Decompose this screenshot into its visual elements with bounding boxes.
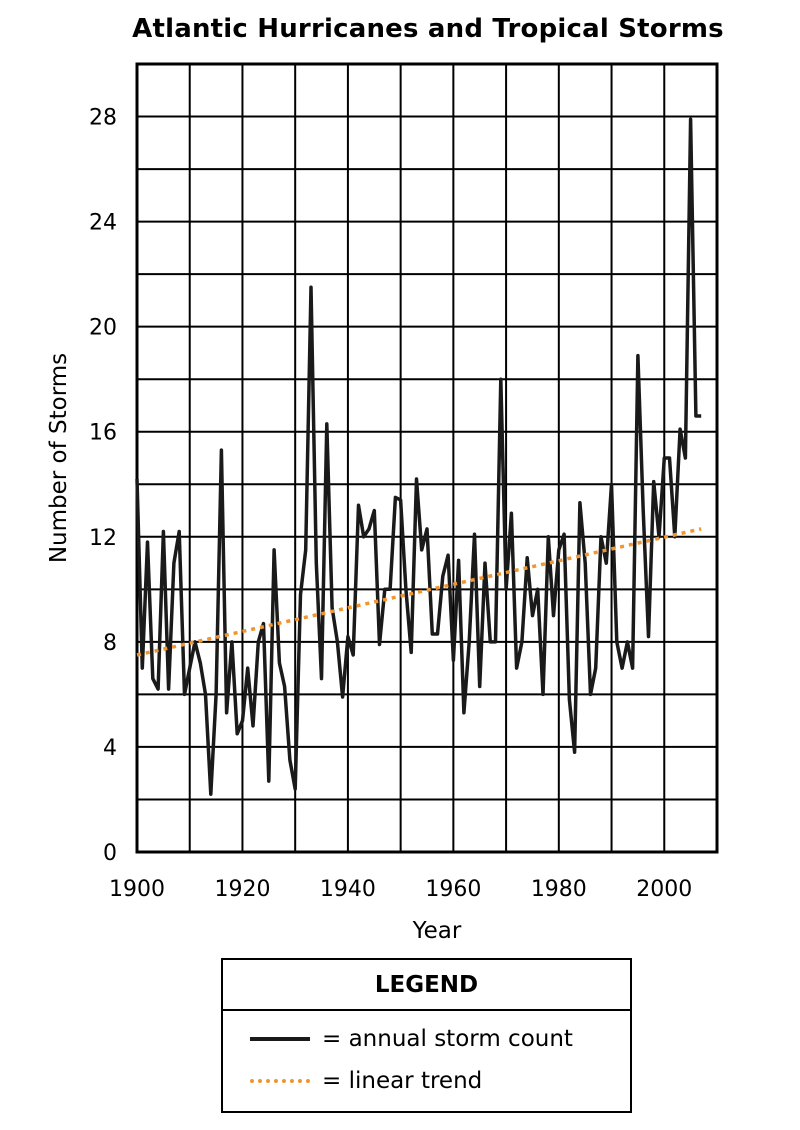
x-axis-label: Year <box>412 918 462 944</box>
y-tick-label: 8 <box>103 631 117 656</box>
legend-swatch-solid-line <box>250 1037 310 1041</box>
x-tick-label: 2000 <box>636 877 692 902</box>
x-tick-label: 1920 <box>214 877 270 902</box>
legend-item-annual: = annual storm count <box>223 1026 573 1052</box>
y-tick-label: 28 <box>89 106 117 131</box>
y-tick-label: 16 <box>89 421 117 446</box>
y-tick-label: 24 <box>89 211 117 236</box>
y-tick-label: 4 <box>103 736 117 761</box>
legend: LEGEND = annual storm count = linear tre… <box>221 958 632 1113</box>
plot-frame <box>135 62 719 854</box>
legend-label-annual: = annual storm count <box>322 1026 573 1052</box>
legend-item-trend: = linear trend <box>223 1068 482 1094</box>
y-tick-label: 12 <box>89 526 117 551</box>
x-tick-label: 1960 <box>425 877 481 902</box>
legend-heading: LEGEND <box>223 960 630 1011</box>
chart: 0 4 8 12 16 20 24 28 1900 1920 1940 1960 1980 2000 Yea… <box>46 62 719 944</box>
y-tick-label: 20 <box>89 316 117 341</box>
y-tick-label: 0 <box>103 841 117 866</box>
series-line-linear-trend <box>136 527 702 657</box>
x-tick-label: 1940 <box>320 877 376 902</box>
x-tick-label: 1980 <box>531 877 587 902</box>
chart-title: Atlantic Hurricanes and Tropical Storms <box>132 14 724 44</box>
series-line-annual-storm-count <box>135 117 702 796</box>
legend-swatch-dotted-line <box>250 1079 310 1083</box>
x-tick-label: 1900 <box>109 877 165 902</box>
y-axis-label: Number of Storms <box>46 353 72 563</box>
legend-label-trend: = linear trend <box>322 1068 483 1094</box>
